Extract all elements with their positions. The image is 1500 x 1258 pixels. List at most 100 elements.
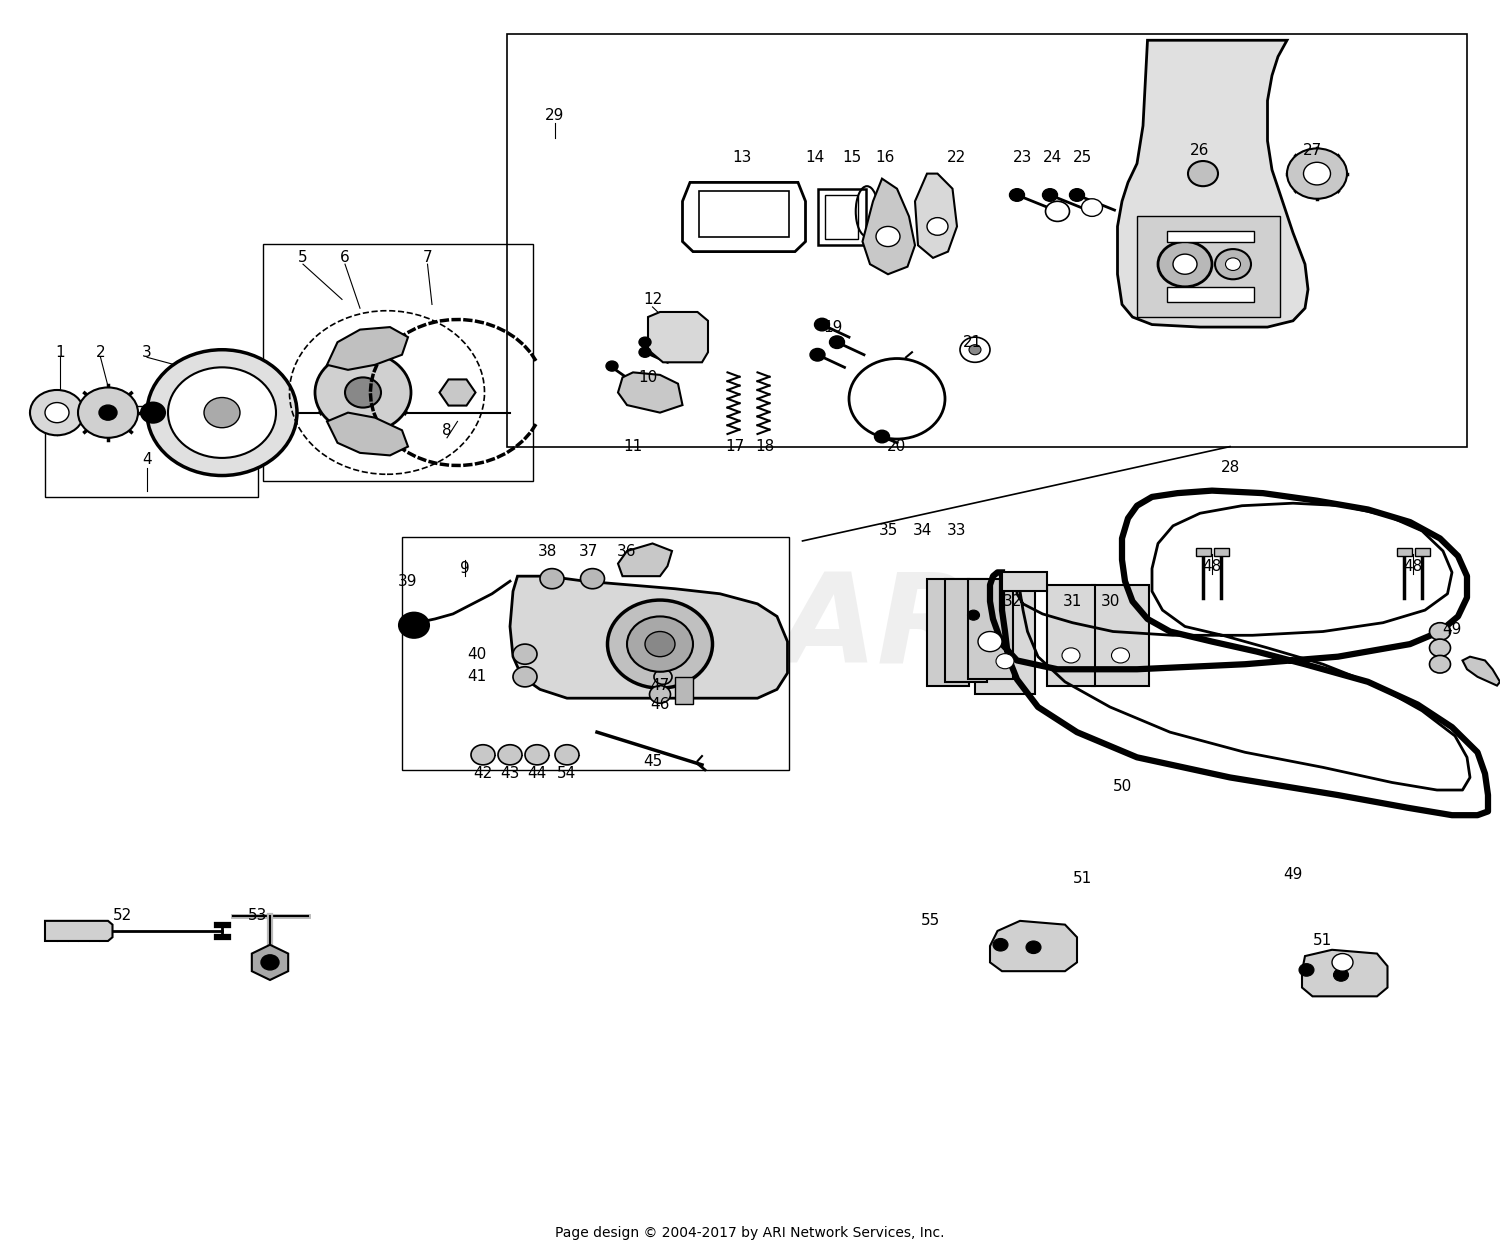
Circle shape <box>471 745 495 765</box>
Text: 39: 39 <box>399 574 417 589</box>
Bar <box>818 189 866 245</box>
Text: 32: 32 <box>1004 594 1022 609</box>
Text: 50: 50 <box>1113 779 1131 794</box>
Text: 29: 29 <box>546 108 564 123</box>
Text: 44: 44 <box>528 766 546 781</box>
Polygon shape <box>990 921 1077 971</box>
Text: 51: 51 <box>1074 871 1092 886</box>
Polygon shape <box>1118 40 1308 327</box>
Circle shape <box>815 318 830 331</box>
Text: 8: 8 <box>442 423 452 438</box>
Bar <box>1414 548 1430 556</box>
Text: 15: 15 <box>843 150 861 165</box>
Circle shape <box>78 387 138 438</box>
Text: 10: 10 <box>639 370 657 385</box>
Text: 11: 11 <box>624 439 642 454</box>
Circle shape <box>927 218 948 235</box>
Circle shape <box>608 600 712 688</box>
Bar <box>825 195 858 239</box>
Bar <box>402 537 789 770</box>
Text: 30: 30 <box>1101 594 1119 609</box>
Circle shape <box>540 569 564 589</box>
Text: 17: 17 <box>726 439 744 454</box>
Circle shape <box>960 337 990 362</box>
Circle shape <box>874 430 890 443</box>
Circle shape <box>627 616 693 672</box>
Text: 3: 3 <box>142 345 152 360</box>
Text: 25: 25 <box>1074 150 1092 165</box>
Text: 23: 23 <box>1014 150 1032 165</box>
Text: 21: 21 <box>963 335 981 350</box>
Text: 24: 24 <box>1044 150 1062 165</box>
Bar <box>262 244 532 481</box>
Circle shape <box>654 669 672 684</box>
Text: 35: 35 <box>879 523 897 538</box>
Circle shape <box>1287 148 1347 199</box>
Bar <box>1092 585 1149 686</box>
Circle shape <box>1070 189 1084 201</box>
Bar <box>1137 216 1280 317</box>
Circle shape <box>580 569 604 589</box>
Text: 27: 27 <box>1304 143 1322 159</box>
Circle shape <box>1188 161 1218 186</box>
Circle shape <box>1430 655 1450 673</box>
Polygon shape <box>440 380 476 405</box>
Circle shape <box>993 938 1008 951</box>
Text: 45: 45 <box>644 754 662 769</box>
Text: 19: 19 <box>824 320 842 335</box>
Circle shape <box>315 352 411 433</box>
Text: 52: 52 <box>114 908 132 923</box>
Polygon shape <box>1462 657 1500 686</box>
Bar <box>927 579 969 686</box>
Polygon shape <box>327 413 408 455</box>
Circle shape <box>1430 623 1450 640</box>
Text: 48: 48 <box>1203 559 1221 574</box>
Bar <box>968 579 1012 679</box>
Circle shape <box>606 361 618 371</box>
Circle shape <box>147 350 297 476</box>
Polygon shape <box>1002 572 1047 591</box>
Text: 49: 49 <box>1284 867 1302 882</box>
Text: 13: 13 <box>734 150 752 165</box>
Polygon shape <box>510 576 788 698</box>
Circle shape <box>498 745 522 765</box>
Circle shape <box>645 632 675 657</box>
Bar <box>45 406 258 497</box>
Circle shape <box>1112 648 1130 663</box>
Text: 41: 41 <box>468 669 486 684</box>
Circle shape <box>1062 648 1080 663</box>
Circle shape <box>876 226 900 247</box>
Bar <box>1196 548 1210 556</box>
Text: 20: 20 <box>888 439 906 454</box>
Circle shape <box>45 403 69 423</box>
Circle shape <box>555 745 579 765</box>
Circle shape <box>168 367 276 458</box>
Text: 49: 49 <box>1443 621 1461 637</box>
Bar <box>1214 548 1228 556</box>
Text: 42: 42 <box>474 766 492 781</box>
Polygon shape <box>618 372 682 413</box>
Text: 5: 5 <box>298 250 307 265</box>
Text: 48: 48 <box>1404 559 1422 574</box>
Text: 1: 1 <box>56 345 64 360</box>
Circle shape <box>996 654 1014 669</box>
Circle shape <box>1226 258 1240 270</box>
Circle shape <box>1010 189 1025 201</box>
Circle shape <box>1026 941 1041 954</box>
Bar <box>1167 231 1254 242</box>
Text: 34: 34 <box>914 523 932 538</box>
Bar <box>1167 287 1254 302</box>
Circle shape <box>1046 201 1070 221</box>
Circle shape <box>810 348 825 361</box>
Text: 55: 55 <box>921 913 939 928</box>
Circle shape <box>345 377 381 408</box>
Bar <box>1396 548 1411 556</box>
Text: 31: 31 <box>1064 594 1082 609</box>
Circle shape <box>513 667 537 687</box>
Circle shape <box>99 405 117 420</box>
Circle shape <box>1430 639 1450 657</box>
Polygon shape <box>327 327 408 370</box>
Circle shape <box>204 398 240 428</box>
Text: 46: 46 <box>651 697 669 712</box>
Bar <box>1047 585 1095 686</box>
